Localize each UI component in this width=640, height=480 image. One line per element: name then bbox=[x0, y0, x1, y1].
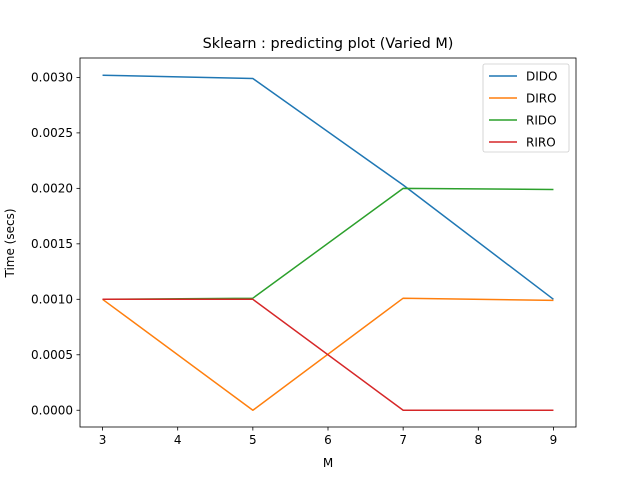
x-axis-label: M bbox=[323, 456, 333, 470]
y-tick-label: 0.0030 bbox=[31, 71, 73, 85]
legend-label-riro: RIRO bbox=[526, 135, 556, 149]
y-tick-label: 0.0010 bbox=[31, 293, 73, 307]
x-tick-label: 8 bbox=[474, 433, 482, 447]
x-axis: 3 4 5 6 7 8 9 bbox=[99, 427, 558, 447]
series-lines bbox=[102, 74, 554, 411]
legend-box bbox=[482, 63, 570, 153]
y-tick-label: 0.0000 bbox=[31, 404, 73, 418]
y-tick-label: 0.0020 bbox=[31, 182, 73, 196]
legend: DIDO DIRO RIDO RIRO bbox=[482, 63, 570, 153]
y-tick-label: 0.0015 bbox=[31, 237, 73, 251]
legend-label-rido: RIDO bbox=[526, 113, 557, 127]
y-tick-label: 0.0005 bbox=[31, 348, 73, 362]
x-tick-label: 7 bbox=[399, 433, 407, 447]
legend-label-dido: DIDO bbox=[526, 69, 557, 83]
x-tick-label: 4 bbox=[174, 433, 182, 447]
y-axis-label: Time (secs) bbox=[3, 208, 17, 278]
x-tick-label: 6 bbox=[324, 433, 332, 447]
series-line-riro bbox=[102, 298, 554, 411]
y-axis: 0.0000 0.0005 0.0010 0.0015 0.0020 0.0025 0.00… bbox=[31, 71, 80, 418]
series-line-rido bbox=[102, 187, 554, 301]
series-line-dido bbox=[102, 74, 554, 300]
x-tick-label: 5 bbox=[249, 433, 257, 447]
legend-label-diro: DIRO bbox=[526, 91, 557, 105]
y-tick-label: 0.0025 bbox=[31, 126, 73, 140]
chart-title: Sklearn : predicting plot (Varied M) bbox=[203, 36, 454, 52]
x-tick-label: 9 bbox=[550, 433, 558, 447]
x-tick-label: 3 bbox=[99, 433, 107, 447]
